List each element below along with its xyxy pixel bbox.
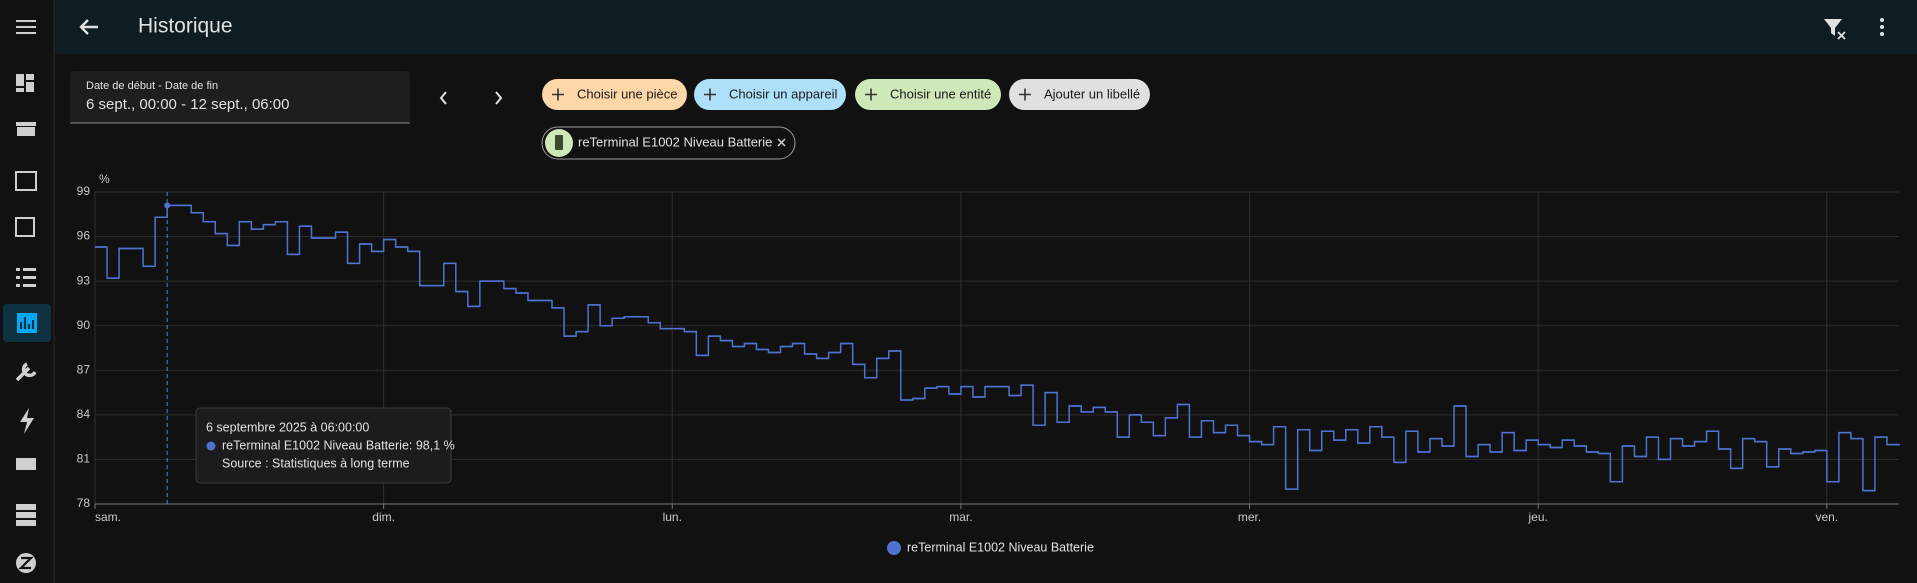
entity-chip[interactable] [541,126,796,160]
nav-logbook[interactable] [16,268,36,287]
x-tick-label: lun. [663,510,682,524]
chip-label: Choisir une pièce [577,86,677,101]
x-tick-label: ven. [1815,510,1838,524]
x-tick-label: mer. [1238,510,1261,524]
dot [1880,18,1884,22]
x-tick-label: jeu. [1528,510,1548,524]
chip[interactable] [855,79,1001,110]
x-tick-label: dim. [372,510,395,524]
tooltip-source: Source : Statistiques à long terme [222,456,410,470]
chip-label: Choisir une entité [890,86,991,101]
page-title: Historique [138,15,233,38]
back-button[interactable] [79,19,98,35]
nav-devices[interactable] [16,458,36,470]
nav-overview[interactable] [16,74,34,92]
menu-bar [16,26,36,28]
nav-hacs[interactable] [16,122,36,136]
menu-button[interactable] [16,20,36,34]
y-tick-label: 93 [77,273,91,287]
nav-media[interactable] [15,217,35,237]
next-button[interactable] [495,91,503,105]
chip-label: Ajouter un libellé [1044,86,1140,101]
chip-row: Choisir une pièce Choisir un appareil Choi… [542,79,1150,110]
y-tick-label: 87 [77,362,91,376]
chip-plus [865,88,877,101]
sidebar [0,0,54,583]
chip-plus [552,88,564,101]
history-chart: % 78 81 84 87 90 93 96 99 sam. dim. lun. mar. mer. jeu… [77,172,1900,555]
dot [1880,32,1884,36]
sidebar-icons [3,74,51,573]
nav-server[interactable] [16,504,36,526]
filter-clear-x [1837,31,1846,40]
nav-history-bars [19,317,35,329]
y-tick-label: 81 [77,452,91,466]
chip-plus [704,88,716,101]
app-header [0,0,1917,54]
y-tick-label: 84 [77,407,91,421]
dot [1880,25,1884,29]
y-tick-label: 96 [77,229,91,243]
more-button[interactable] [1880,18,1884,36]
date-picker-value: 6 sept., 00:00 - 12 sept., 06:00 [86,96,289,113]
menu-bar [16,20,36,22]
tooltip-entry: reTerminal E1002 Niveau Batterie: 98,1 % [222,438,455,452]
legend-label[interactable]: reTerminal E1002 Niveau Batterie [907,540,1094,554]
hover-point [164,202,171,209]
tooltip [195,407,452,484]
menu-bar [16,32,36,34]
filter-clear-button[interactable] [1824,19,1842,36]
nav-tools[interactable] [15,362,37,382]
x-tick-label: sam. [95,510,121,524]
tooltip-swatch [206,441,216,451]
entity-chip-remove[interactable] [777,138,786,147]
y-tick-label: 78 [77,496,91,510]
x-tick-label: mar. [949,510,972,524]
nav-energy[interactable] [20,408,34,434]
tooltip-title: 6 septembre 2025 à 06:00:00 [206,420,369,434]
nav-calendar[interactable] [15,171,37,191]
y-tick-label: 90 [77,318,91,332]
chip-plus [1019,88,1031,101]
chip[interactable] [1009,79,1150,110]
prev-button[interactable] [439,91,447,105]
chip[interactable] [694,79,846,110]
chip-label: Choisir un appareil [729,86,838,101]
chip[interactable] [542,79,687,110]
nav-z2m-z [18,556,34,570]
entity-chip-label: reTerminal E1002 Niveau Batterie [578,134,772,149]
y-axis-label: % [99,172,110,186]
battery-icon [555,135,563,150]
legend-swatch[interactable] [887,541,901,555]
y-tick-label: 99 [77,184,91,198]
date-picker[interactable] [70,71,410,123]
date-picker-label: Date de début - Date de fin [86,80,218,92]
